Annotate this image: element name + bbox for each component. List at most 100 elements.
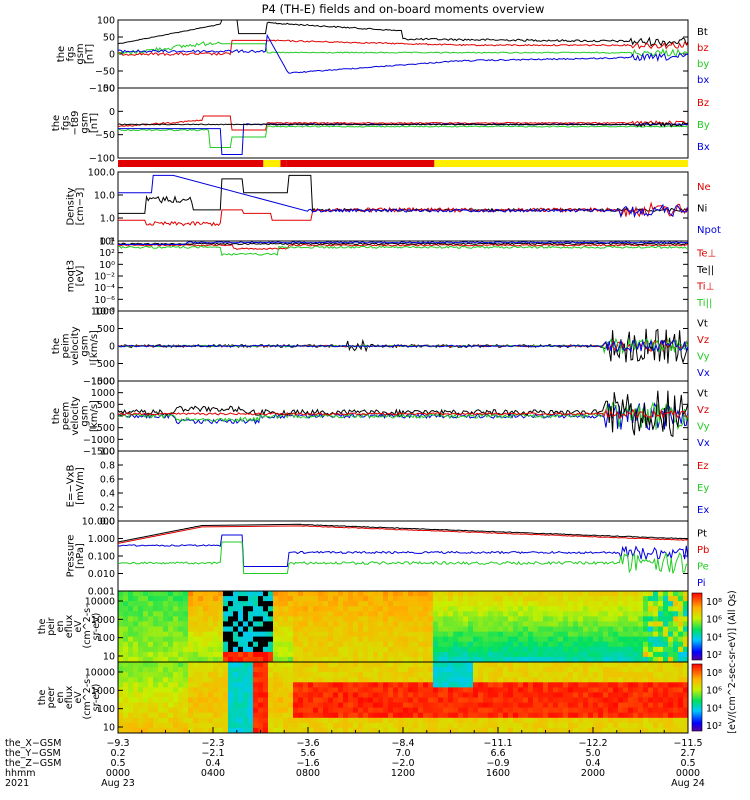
heatmap-cell	[468, 656, 474, 662]
heatmap-cell	[273, 636, 279, 643]
heatmap-cell	[288, 687, 294, 694]
heatmap-cell	[283, 707, 289, 714]
heatmap-cell	[318, 662, 324, 668]
heatmap-cell	[303, 621, 309, 628]
heatmap-cell	[658, 727, 664, 733]
heatmap-cell	[483, 687, 489, 694]
heatmap-cell	[448, 631, 454, 638]
heatmap-cell	[153, 712, 159, 719]
heatmap-cell	[603, 626, 609, 633]
heatmap-cell	[358, 662, 364, 668]
heatmap-cell	[193, 702, 199, 709]
heatmap-cell	[368, 591, 374, 597]
series-line-Vx	[118, 408, 688, 419]
heatmap-cell	[508, 631, 514, 638]
heatmap-cell	[528, 707, 534, 714]
heatmap-cell	[418, 722, 424, 729]
heatmap-cell	[518, 727, 524, 733]
heatmap-cell	[123, 662, 129, 668]
heatmap-cell	[283, 641, 289, 648]
heatmap-cell	[663, 682, 669, 688]
heatmap-cell	[158, 722, 164, 729]
heatmap-cell	[193, 621, 199, 628]
heatmap-cell	[673, 591, 679, 597]
heatmap-cell	[513, 646, 519, 653]
heatmap-cell	[568, 712, 574, 719]
heatmap-cell	[308, 626, 314, 633]
heatmap-cell	[573, 591, 579, 597]
heatmap-cell	[413, 692, 419, 699]
heatmap-cell	[178, 631, 184, 638]
heatmap-cell	[333, 677, 339, 683]
heatmap-cell	[258, 667, 264, 673]
heatmap-cell	[558, 712, 564, 719]
x-tick-label: 5.6	[300, 748, 315, 759]
heatmap-cell	[343, 651, 349, 658]
heatmap-cell	[338, 717, 344, 724]
heatmap-cell	[278, 712, 284, 719]
heatmap-cell	[333, 717, 339, 724]
y-tick-label: 0.001	[88, 587, 115, 598]
heatmap-cell	[508, 616, 514, 623]
y-tick-label: 0.8	[100, 461, 115, 472]
heatmap-cell	[398, 667, 404, 673]
heatmap-cell	[153, 672, 159, 678]
heatmap-cell	[193, 717, 199, 724]
heatmap-cell	[253, 682, 259, 688]
heatmap-cell	[438, 646, 444, 653]
heatmap-cell	[253, 656, 259, 662]
heatmap-cell	[308, 697, 314, 704]
heatmap-cell	[213, 712, 219, 719]
heatmap-cell	[233, 616, 239, 623]
heatmap-cell	[228, 611, 234, 617]
y-tick-label: 100.0	[88, 168, 115, 179]
heatmap-cell	[368, 707, 374, 714]
heatmap-cell	[563, 697, 569, 704]
heatmap-cell	[148, 601, 154, 607]
heatmap-cell	[168, 631, 174, 638]
heatmap-cell	[163, 596, 169, 602]
heatmap-cell	[603, 667, 609, 673]
heatmap-cell	[228, 712, 234, 719]
heatmap-cell	[298, 677, 304, 683]
heatmap-cell	[358, 677, 364, 683]
heatmap-cell	[403, 591, 409, 597]
heatmap-cell	[313, 596, 319, 602]
heatmap-cell	[323, 601, 329, 607]
heatmap-cell	[433, 672, 439, 678]
heatmap-cell	[653, 672, 659, 678]
heatmap-cell	[118, 651, 124, 658]
heatmap-cell	[378, 682, 384, 688]
series-line-Vx	[118, 339, 688, 353]
heatmap-cell	[488, 712, 494, 719]
heatmap-cell	[563, 656, 569, 662]
heatmap-cell	[138, 626, 144, 633]
heatmap-cell	[493, 692, 499, 699]
heatmap-cell	[248, 682, 254, 688]
heatmap-cell	[633, 682, 639, 688]
heatmap-cell	[393, 702, 399, 709]
colorbar-tick-label: 10⁶	[706, 686, 722, 697]
heatmap-cell	[268, 722, 274, 729]
heatmap-cell	[273, 601, 279, 607]
heatmap-cell	[478, 687, 484, 694]
heatmap-cell	[553, 626, 559, 633]
heatmap-cell	[348, 667, 354, 673]
heatmap-cell	[298, 601, 304, 607]
heatmap-cell	[643, 707, 649, 714]
heatmap-cell	[323, 651, 329, 658]
heatmap-cell	[603, 596, 609, 602]
heatmap-cell	[343, 672, 349, 678]
heatmap-cell	[568, 591, 574, 597]
heatmap-cell	[443, 687, 449, 694]
heatmap-cell	[268, 636, 274, 643]
heatmap-cell	[363, 707, 369, 714]
heatmap-cell	[503, 631, 509, 638]
heatmap-cell	[303, 692, 309, 699]
heatmap-cell	[438, 606, 444, 612]
heatmap-cell	[433, 631, 439, 638]
heatmap-cell	[268, 667, 274, 673]
heatmap-cell	[573, 687, 579, 694]
heatmap-cell	[233, 687, 239, 694]
